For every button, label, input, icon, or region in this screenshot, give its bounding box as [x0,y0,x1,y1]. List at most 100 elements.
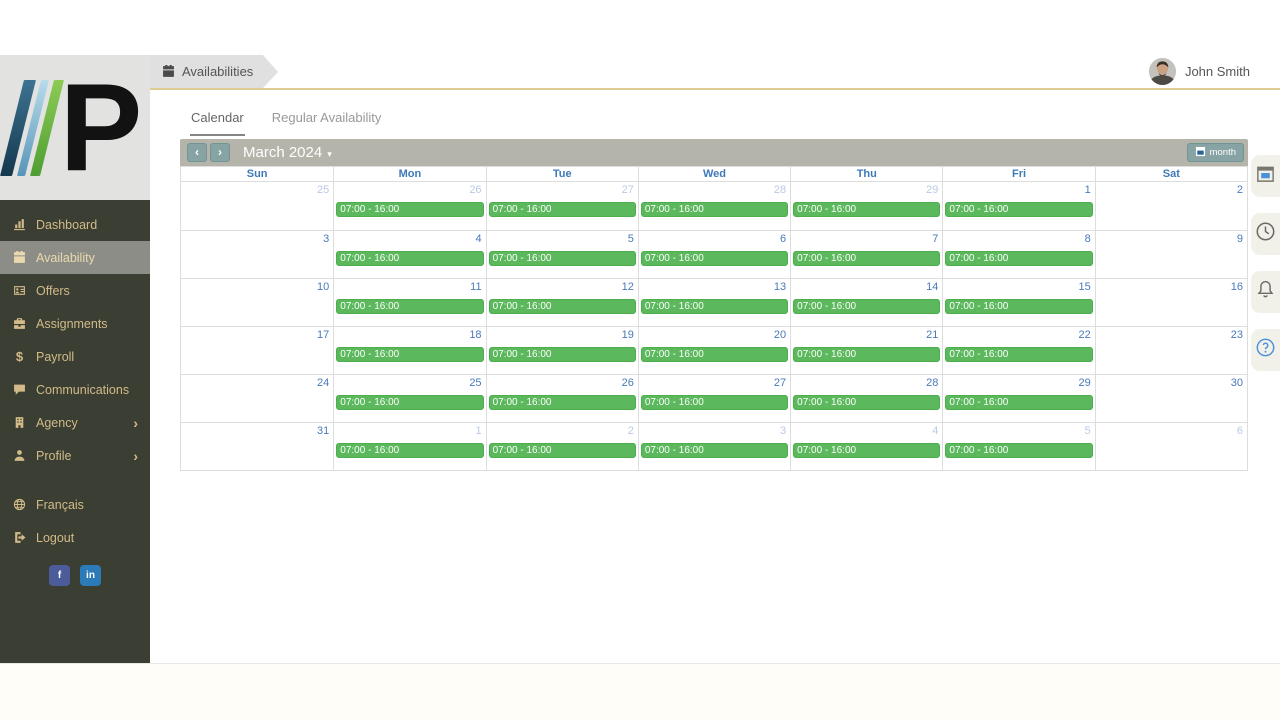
day-cell[interactable]: 29 07:00 - 16:00 [942,375,1094,422]
rail-button-calendar[interactable] [1251,155,1280,197]
availability-event[interactable]: 07:00 - 16:00 [336,347,484,362]
availability-event[interactable]: 07:00 - 16:00 [945,251,1093,266]
availability-event[interactable]: 07:00 - 16:00 [945,299,1093,314]
availability-event[interactable]: 07:00 - 16:00 [945,443,1093,458]
day-cell[interactable]: 31 [181,423,333,470]
day-cell[interactable]: 14 07:00 - 16:00 [790,279,942,326]
calendar-title-dropdown[interactable]: March 2024 ▾ [243,144,332,161]
sidebar-item-profile[interactable]: Profile › [0,439,150,472]
availability-event[interactable]: 07:00 - 16:00 [793,202,941,217]
availability-event[interactable]: 07:00 - 16:00 [336,202,484,217]
availability-event[interactable]: 07:00 - 16:00 [336,443,484,458]
day-cell[interactable]: 7 07:00 - 16:00 [790,231,942,278]
availability-event[interactable]: 07:00 - 16:00 [640,299,789,314]
day-cell[interactable]: 29 07:00 - 16:00 [790,182,942,230]
availability-event[interactable]: 07:00 - 16:00 [640,202,789,217]
availability-event[interactable]: 07:00 - 16:00 [488,443,636,458]
day-cell[interactable]: 22 07:00 - 16:00 [942,327,1094,374]
availability-event[interactable]: 07:00 - 16:00 [640,251,789,266]
day-cell[interactable]: 11 07:00 - 16:00 [333,279,485,326]
day-cell[interactable]: 27 07:00 - 16:00 [637,375,790,422]
day-cell[interactable]: 1 07:00 - 16:00 [942,182,1094,230]
linkedin-icon[interactable]: in [80,565,101,586]
day-cell[interactable]: 16 [1094,279,1247,326]
day-cell[interactable]: 4 07:00 - 16:00 [333,231,485,278]
sidebar-item-dashboard[interactable]: Dashboard [0,208,150,241]
sidebar-item-logout[interactable]: Logout [0,521,150,554]
day-cell[interactable]: 15 07:00 - 16:00 [942,279,1094,326]
user-menu[interactable]: John Smith [1148,58,1250,85]
day-number: 31 [317,425,330,437]
day-cell[interactable]: 27 07:00 - 16:00 [485,182,638,230]
day-cell[interactable]: 1 07:00 - 16:00 [333,423,485,470]
availability-event[interactable]: 07:00 - 16:00 [793,347,941,362]
availability-event[interactable]: 07:00 - 16:00 [336,299,484,314]
next-month-button[interactable]: › [210,143,230,162]
day-cell[interactable]: 6 07:00 - 16:00 [637,231,790,278]
tab-regular-availability[interactable]: Regular Availability [271,110,382,125]
availability-event[interactable]: 07:00 - 16:00 [945,395,1093,410]
rail-button-question[interactable] [1251,329,1280,371]
day-cell[interactable]: 10 [181,279,333,326]
sidebar-item-availability[interactable]: Availability [0,241,150,274]
sidebar-item-communications[interactable]: Communications [0,373,150,406]
day-cell[interactable]: 4 07:00 - 16:00 [790,423,942,470]
day-cell[interactable]: 13 07:00 - 16:00 [637,279,790,326]
availability-event[interactable]: 07:00 - 16:00 [488,202,636,217]
rail-button-clock[interactable] [1251,213,1280,255]
availability-event[interactable]: 07:00 - 16:00 [793,443,941,458]
day-cell[interactable]: 26 07:00 - 16:00 [485,375,638,422]
day-cell[interactable]: 25 [181,182,333,230]
day-cell[interactable]: 8 07:00 - 16:00 [942,231,1094,278]
day-cell[interactable]: 20 07:00 - 16:00 [637,327,790,374]
availability-event[interactable]: 07:00 - 16:00 [488,395,636,410]
day-cell[interactable]: 17 [181,327,333,374]
day-cell[interactable]: 25 07:00 - 16:00 [333,375,485,422]
day-cell[interactable]: 9 [1094,231,1247,278]
availability-event[interactable]: 07:00 - 16:00 [488,347,636,362]
availability-event[interactable]: 07:00 - 16:00 [640,395,789,410]
availability-event[interactable]: 07:00 - 16:00 [793,299,941,314]
day-cell[interactable]: 5 07:00 - 16:00 [942,423,1094,470]
week-row: 3 4 07:00 - 16:00 5 07:00 - 16:00 6 07:00 - 16… [181,230,1247,278]
day-cell[interactable]: 12 07:00 - 16:00 [485,279,638,326]
day-cell[interactable]: 23 [1094,327,1247,374]
breadcrumb[interactable]: Availabilities [150,55,279,88]
availability-event[interactable]: 07:00 - 16:00 [945,347,1093,362]
sidebar-item-agency[interactable]: Agency › [0,406,150,439]
availability-event[interactable]: 07:00 - 16:00 [640,443,789,458]
day-cell[interactable]: 2 07:00 - 16:00 [485,423,638,470]
tab-calendar[interactable]: Calendar [190,104,245,136]
dollar-icon: $ [15,349,24,364]
availability-event[interactable]: 07:00 - 16:00 [640,347,789,362]
availability-event[interactable]: 07:00 - 16:00 [336,251,484,266]
day-cell[interactable]: 2 [1094,182,1247,230]
day-cell[interactable]: 3 07:00 - 16:00 [637,423,790,470]
day-cell[interactable]: 24 [181,375,333,422]
sidebar-item-offers[interactable]: Offers [0,274,150,307]
day-cell[interactable]: 5 07:00 - 16:00 [485,231,638,278]
sidebar-item-assignments[interactable]: Assignments [0,307,150,340]
availability-event[interactable]: 07:00 - 16:00 [793,251,941,266]
day-cell[interactable]: 21 07:00 - 16:00 [790,327,942,374]
availability-event[interactable]: 07:00 - 16:00 [336,395,484,410]
availability-event[interactable]: 07:00 - 16:00 [793,395,941,410]
prev-month-button[interactable]: ‹ [187,143,207,162]
availability-event[interactable]: 07:00 - 16:00 [945,202,1093,217]
day-cell[interactable]: 28 07:00 - 16:00 [637,182,790,230]
rail-button-bell[interactable] [1251,271,1280,313]
availability-event[interactable]: 07:00 - 16:00 [488,299,636,314]
day-cell[interactable]: 18 07:00 - 16:00 [333,327,485,374]
app-logo[interactable]: P [0,55,150,200]
sidebar-item-fran-ais[interactable]: Français [0,488,150,521]
day-cell[interactable]: 26 07:00 - 16:00 [333,182,485,230]
day-cell[interactable]: 19 07:00 - 16:00 [485,327,638,374]
day-cell[interactable]: 30 [1094,375,1247,422]
day-cell[interactable]: 3 [181,231,333,278]
facebook-icon[interactable]: f [49,565,70,586]
sidebar-item-payroll[interactable]: $ Payroll [0,340,150,373]
day-cell[interactable]: 28 07:00 - 16:00 [790,375,942,422]
availability-event[interactable]: 07:00 - 16:00 [488,251,636,266]
month-view-button[interactable]: month [1186,143,1244,162]
day-cell[interactable]: 6 [1094,423,1247,470]
